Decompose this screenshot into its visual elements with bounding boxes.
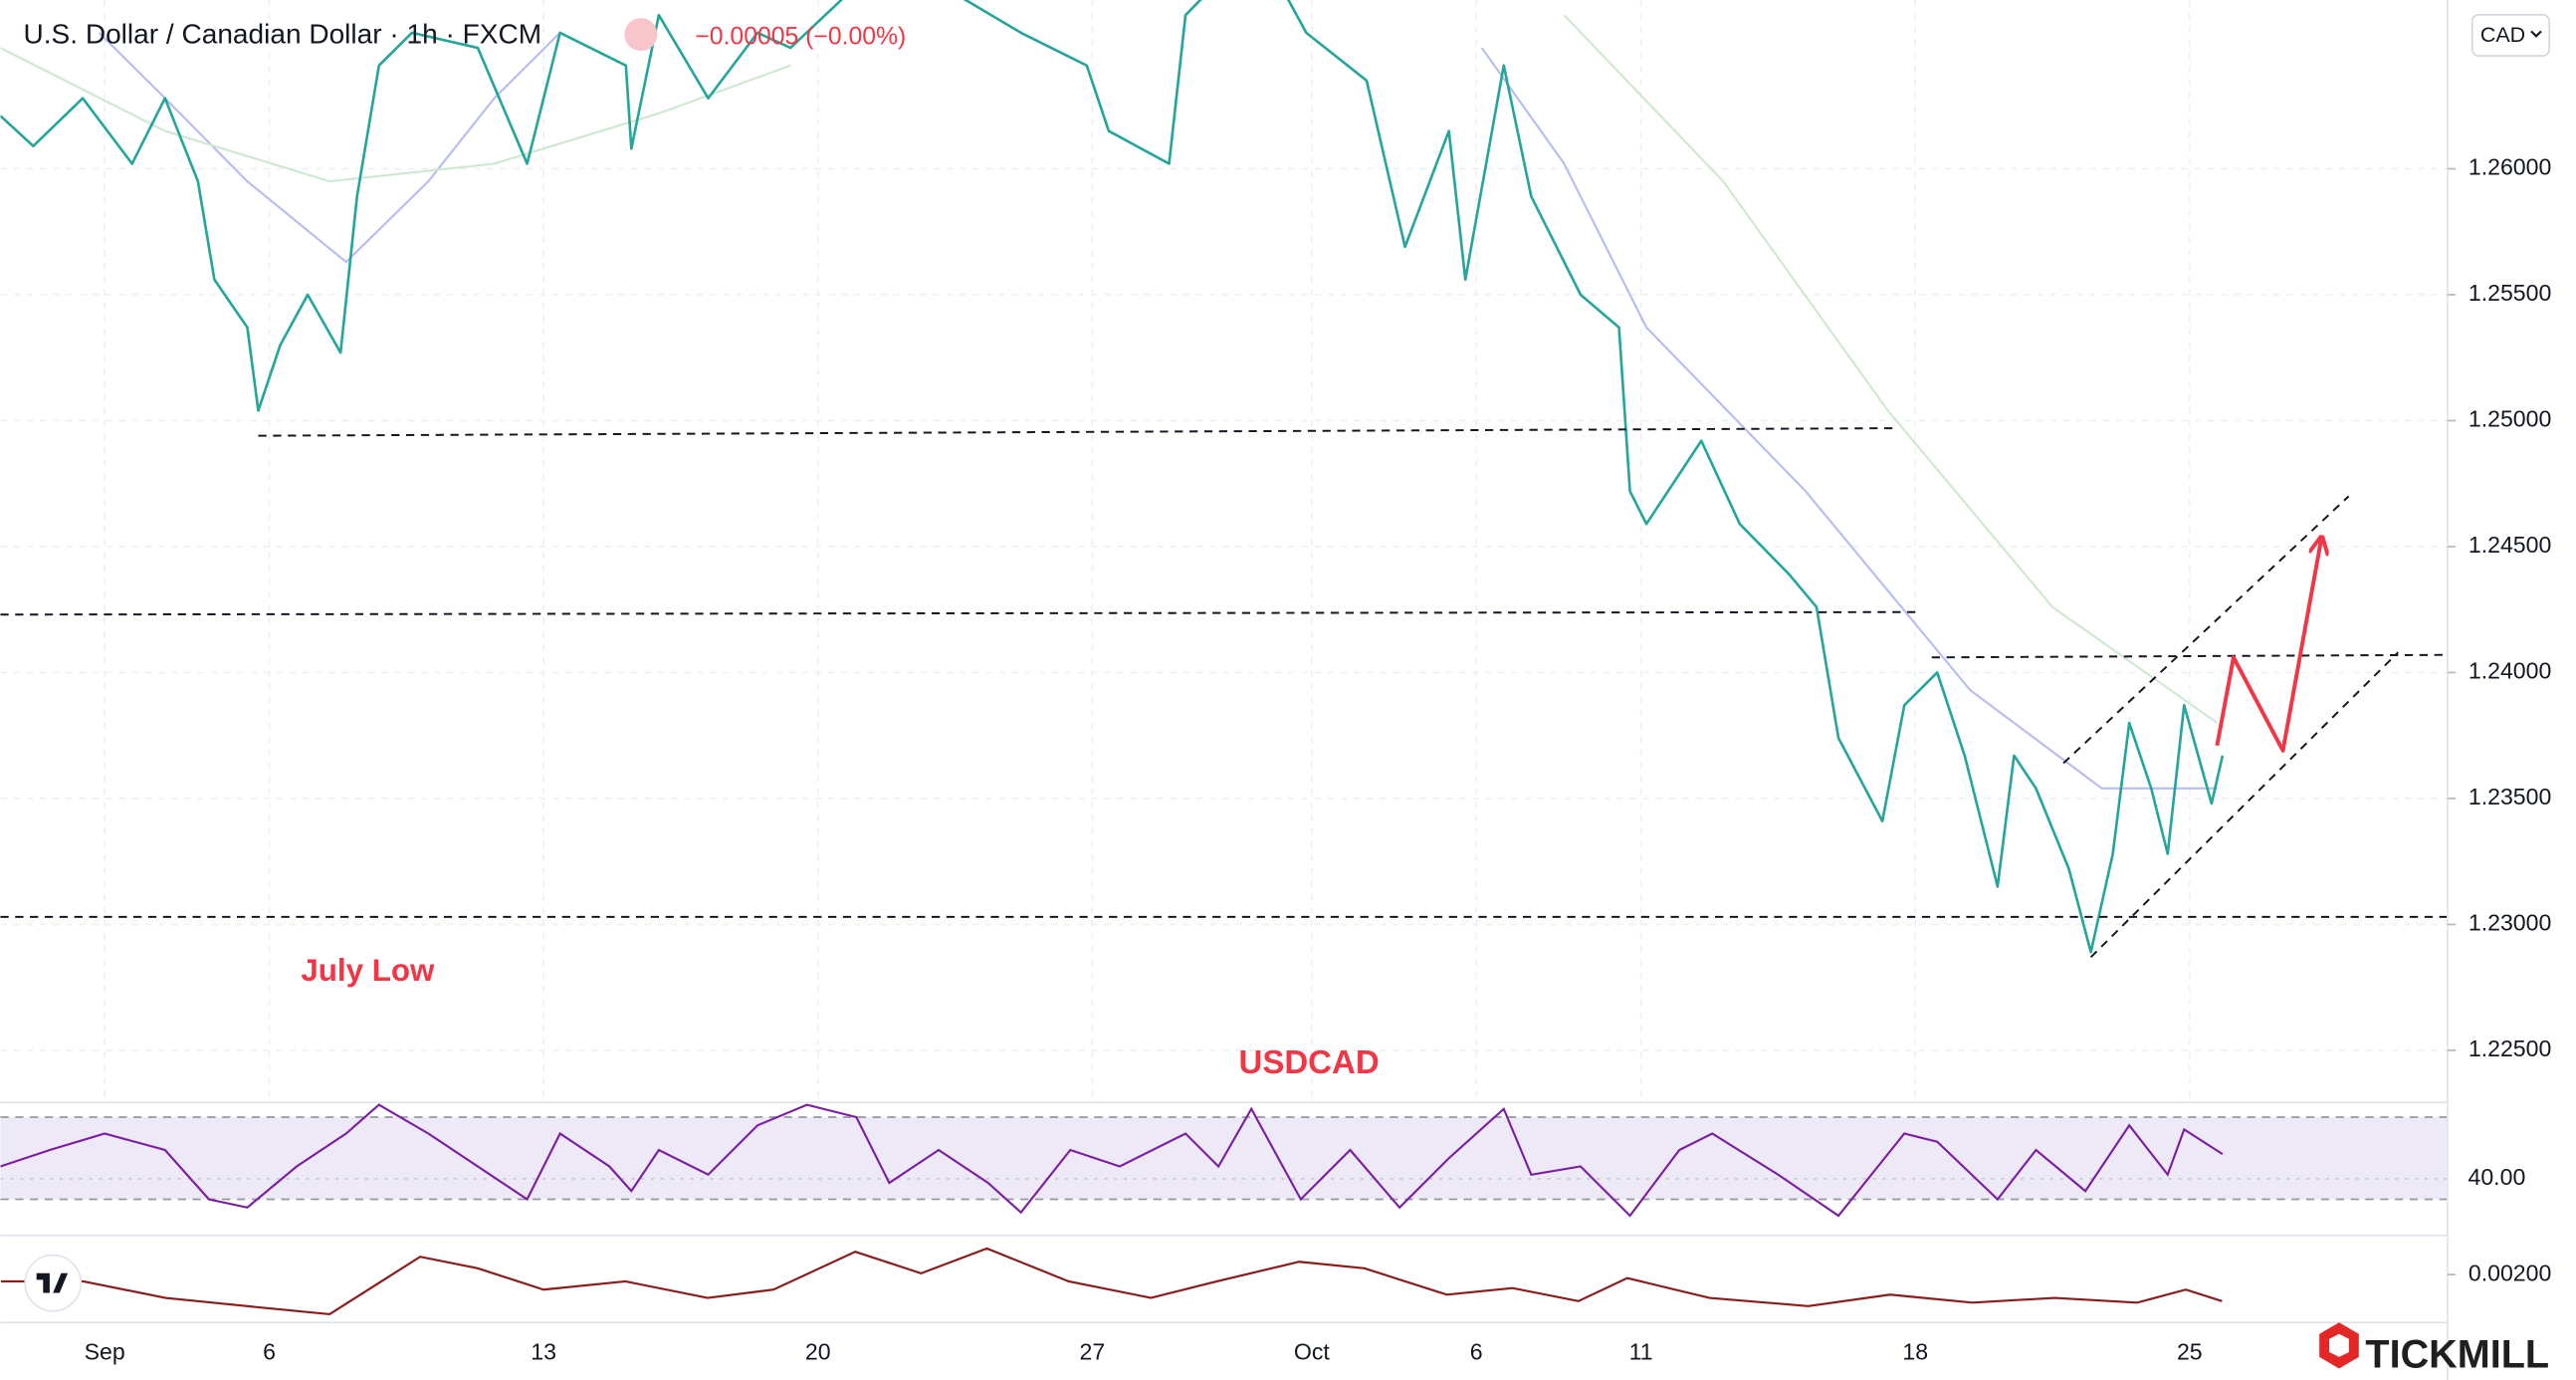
y-tick-label: 1.24000 [2469,658,2551,684]
rsi-pane [0,1103,2448,1218]
y-tick-label: 1.23500 [2469,784,2551,809]
tv-logo[interactable] [24,1254,83,1312]
y-tick-label: 40.00 [2469,1164,2526,1190]
x-tick-label: 20 [805,1339,831,1365]
chart-title: U.S. Dollar / Canadian Dollar · 1h · FXC… [24,19,542,50]
price-change: −0.00005 (−0.00%) [695,23,906,50]
y-tick-label: 1.22500 [2469,1035,2551,1061]
osc-pane [0,1247,2223,1316]
annotation: July Low [301,953,435,988]
brand-logo: TICKMILL [2319,1322,2549,1376]
x-tick-label: 11 [1629,1339,1653,1365]
level-line [0,610,1921,616]
x-tick-label: 6 [1470,1339,1483,1365]
x-tick-label: 27 [1080,1339,1106,1365]
y-tick-label: 1.24500 [2469,532,2551,558]
status-dot [624,18,658,52]
currency-label: CAD [2480,23,2525,47]
projection-arrow [2215,539,2321,753]
x-tick-label: Oct [1294,1339,1331,1365]
y-tick-label: 1.25000 [2469,406,2551,432]
currency-button[interactable] [2470,14,2551,57]
x-tick-label: 25 [2177,1339,2203,1365]
price-line [0,0,2225,954]
brand-name: TICKMILL [2365,1332,2549,1376]
tv-logo-glyph [36,1272,69,1293]
x-tick-label: 6 [263,1339,276,1365]
rsi-line [0,1103,2224,1218]
y-tick-label: 1.25500 [2469,280,2551,306]
level-line [2089,651,2399,959]
level-line [1931,653,2448,659]
level-line [2062,495,2350,765]
x-tick-label: Sep [85,1339,125,1365]
level-line [258,427,1899,437]
y-tick-label: 1.23000 [2469,910,2551,936]
main-pane [0,0,2448,1101]
oscillator-line [0,1247,2223,1316]
annotation: USDCAD [1239,1043,1380,1080]
moving-average [0,14,2219,724]
y-tick-label: 1.26000 [2469,154,2551,180]
y-tick-label: 0.00200 [2469,1260,2551,1285]
brand-icon-inner [2329,1333,2349,1357]
dropdown-caret [2530,30,2542,38]
x-tick-label: 18 [1902,1339,1928,1365]
x-tick-label: 13 [531,1339,556,1365]
